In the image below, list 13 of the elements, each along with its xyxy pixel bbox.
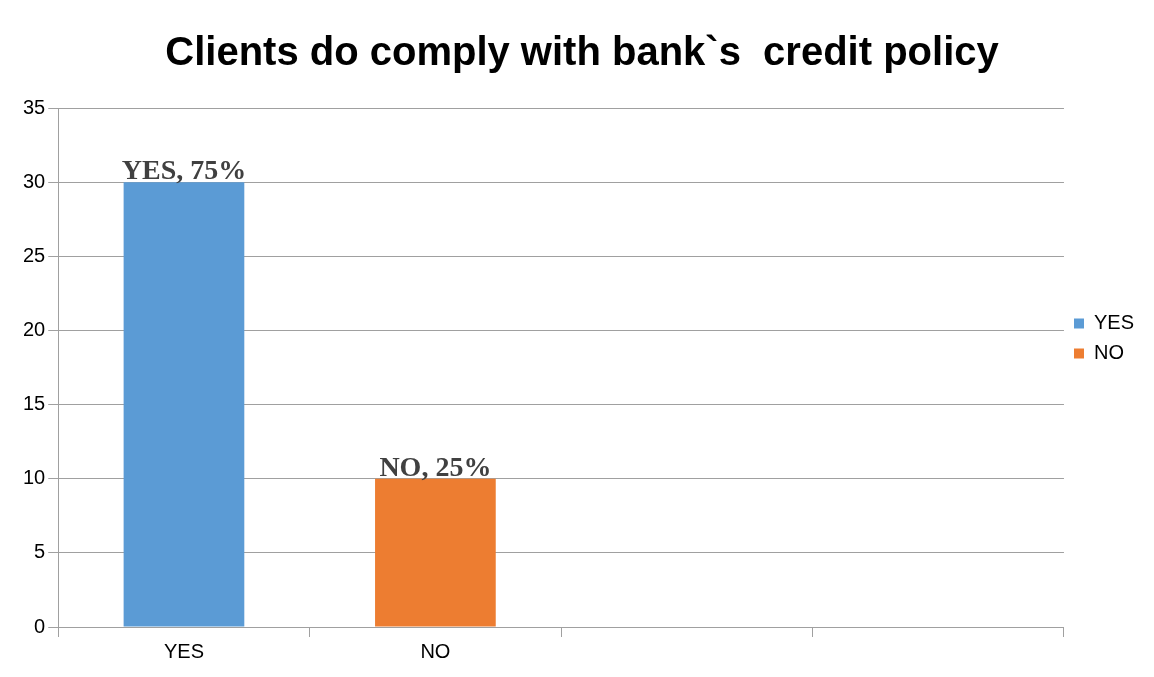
annotation: YES, 75% [121, 154, 247, 186]
legend-label: YES [1093, 311, 1135, 334]
y-tick-label: 30 [23, 169, 46, 192]
annotation: NO, 25% [379, 450, 492, 482]
y-tick-label: 20 [23, 317, 46, 340]
y-tick-label: 15 [23, 392, 46, 415]
y-tick-label: 10 [23, 466, 46, 489]
legend-label: NO [1093, 341, 1124, 364]
chart-title: Clients do comply with bank`s credit policy [165, 29, 1000, 74]
y-tick-label: 25 [23, 243, 46, 266]
y-tick-label: 5 [34, 540, 46, 563]
y-tick-label: 0 [34, 614, 46, 637]
y-tick-label: 35 [23, 95, 46, 118]
